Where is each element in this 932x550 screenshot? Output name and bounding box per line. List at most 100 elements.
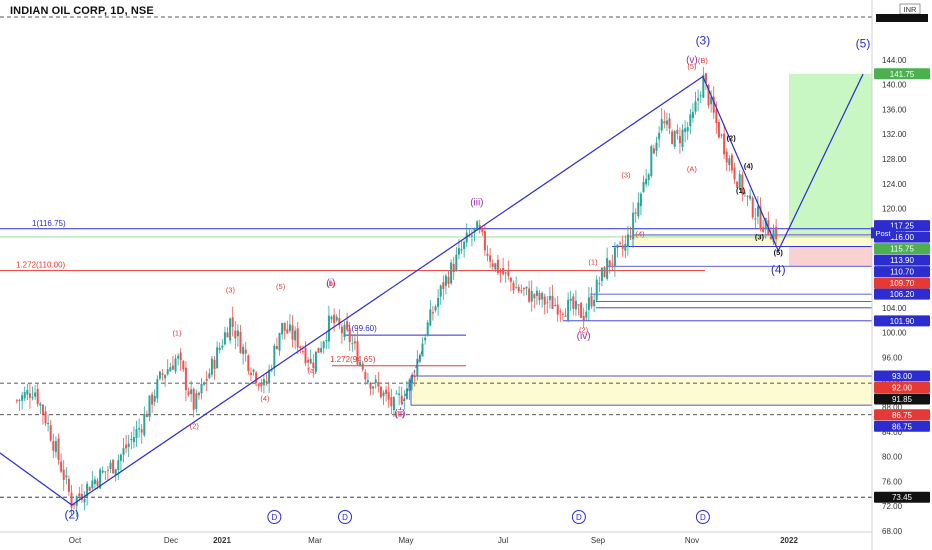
candle: [216, 341, 219, 369]
candle-body: [447, 276, 450, 284]
candle-body: [221, 345, 224, 348]
candle-body: [507, 270, 510, 276]
x-tick-label: Dec: [164, 536, 178, 545]
candle: [499, 268, 502, 283]
candle-body: [364, 372, 367, 380]
candle: [681, 124, 684, 152]
dividend-marker[interactable]: D: [571, 510, 586, 524]
candle-body: [715, 109, 718, 124]
candle: [629, 226, 632, 241]
wave-label: (b): [326, 279, 336, 288]
candle-body: [551, 295, 554, 309]
fib-level-label: 1(116.75): [32, 219, 66, 228]
candle-body: [101, 470, 104, 473]
candle-body: [517, 286, 520, 292]
candle: [34, 384, 37, 400]
candle-body: [439, 285, 442, 297]
wave-label: (3): [755, 233, 765, 242]
chart-title: INDIAN OIL CORP, 1D, NSE: [10, 5, 154, 17]
candle: [569, 290, 572, 311]
candle: [135, 420, 138, 447]
wave-label: (i): [326, 278, 335, 289]
candle-body: [195, 393, 198, 409]
dividend-marker[interactable]: D: [267, 510, 282, 524]
candle-body: [403, 399, 406, 401]
candle-body: [556, 304, 559, 315]
candle-body: [772, 230, 775, 243]
candle: [322, 340, 325, 354]
candle-body: [366, 380, 369, 383]
candle: [496, 254, 499, 275]
candle: [556, 295, 559, 322]
candle: [483, 225, 486, 256]
candle: [717, 119, 720, 139]
candle-body: [681, 129, 684, 148]
price-badge-bg: [874, 420, 930, 432]
candle-body: [647, 174, 650, 181]
candle: [195, 389, 198, 413]
candle-body: [255, 372, 258, 383]
candle: [520, 284, 523, 294]
candle: [707, 83, 710, 109]
candle: [106, 465, 109, 481]
candle-body: [585, 311, 588, 318]
candle: [23, 386, 26, 402]
candle: [31, 386, 34, 401]
candle-body: [676, 129, 679, 134]
candle: [686, 121, 689, 140]
candle: [231, 306, 234, 337]
candle-body: [699, 95, 702, 97]
candle-body: [499, 271, 502, 273]
candle-body: [47, 423, 50, 425]
candle-body: [135, 429, 138, 438]
candle-body: [348, 328, 351, 342]
candle: [392, 396, 395, 418]
candle: [184, 361, 187, 401]
price-badge-bg: [874, 277, 930, 289]
candle: [567, 292, 570, 323]
candle-body: [416, 358, 419, 377]
candle: [288, 314, 291, 334]
wave-label: (4): [260, 394, 270, 403]
candle-body: [686, 127, 689, 132]
candle-body: [327, 315, 330, 342]
candle-body: [738, 174, 741, 188]
candle: [130, 431, 133, 450]
candle-body: [496, 259, 499, 273]
candle: [244, 341, 247, 362]
candle: [694, 91, 697, 115]
candle: [689, 109, 692, 135]
candle-body: [127, 443, 130, 447]
candle: [80, 483, 83, 503]
candle-body: [473, 227, 476, 233]
candle-body: [546, 302, 549, 304]
candle: [239, 325, 242, 354]
dividend-marker[interactable]: D: [695, 510, 710, 524]
candle: [678, 127, 681, 154]
wave-label: (A): [687, 164, 698, 173]
price-badge: 91.85: [874, 393, 930, 405]
candle-body: [502, 268, 505, 275]
candle: [418, 353, 421, 364]
candle: [387, 382, 390, 408]
candle-body: [746, 195, 749, 197]
candle: [151, 391, 154, 413]
candle-body: [733, 167, 736, 180]
candle-body: [707, 85, 710, 106]
candle: [57, 433, 60, 465]
candle: [132, 426, 135, 449]
elliott-wave-line: [0, 73, 864, 506]
candle: [223, 326, 226, 346]
candle: [710, 90, 713, 113]
y-tick-label: 68.00: [882, 527, 903, 536]
candle: [49, 420, 52, 442]
candle-body: [164, 374, 167, 379]
candle-body: [41, 404, 44, 415]
candle-body: [301, 351, 304, 353]
dividend-marker[interactable]: D: [338, 510, 352, 524]
candle: [359, 357, 362, 367]
candle-body: [548, 296, 551, 300]
candles: [15, 66, 778, 517]
candle: [574, 290, 577, 316]
